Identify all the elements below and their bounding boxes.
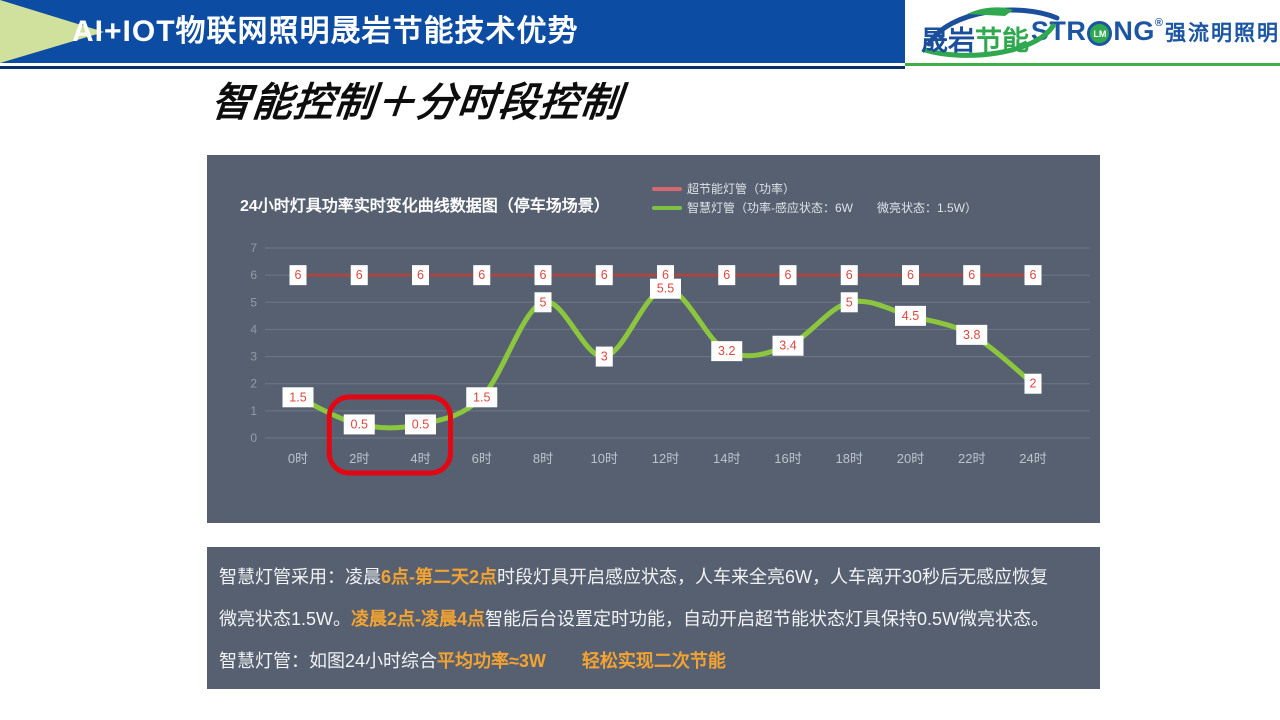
green-line-swatch-icon	[652, 205, 682, 210]
orbit-swoosh-icon	[922, 6, 1060, 58]
svg-text:4: 4	[250, 322, 257, 336]
svg-text:6: 6	[907, 268, 914, 282]
svg-text:6: 6	[601, 268, 608, 282]
svg-text:2时: 2时	[349, 451, 369, 466]
svg-text:2: 2	[250, 377, 257, 391]
chart-panel: 24小时灯具功率实时变化曲线数据图（停车场场景） 超节能灯管（功率） 智慧灯管（…	[207, 155, 1100, 523]
info-line: 智慧灯管：如图24小时综合平均功率≈3W 轻松实现二次节能	[219, 651, 726, 671]
svg-text:6: 6	[662, 268, 669, 282]
svg-text:6时: 6时	[472, 451, 492, 466]
svg-text:6: 6	[356, 268, 363, 282]
svg-text:1: 1	[250, 404, 257, 418]
svg-text:5: 5	[250, 295, 257, 309]
svg-text:0.5: 0.5	[351, 417, 368, 431]
svg-text:5.5: 5.5	[657, 282, 674, 296]
svg-text:7: 7	[250, 241, 257, 255]
header-title: AI+IOT物联网照明晟岩节能技术优势	[72, 15, 579, 48]
svg-text:22时: 22时	[958, 451, 985, 466]
svg-text:20时: 20时	[897, 451, 924, 466]
svg-text:6: 6	[295, 268, 302, 282]
legend-label: 超节能灯管（功率）	[687, 182, 796, 196]
lm-circle-icon: LM	[1087, 21, 1113, 46]
svg-text:14时: 14时	[713, 451, 740, 466]
svg-text:0: 0	[250, 431, 257, 445]
logo-text-blue: 晟岩	[921, 25, 975, 56]
red-line-swatch-icon	[652, 186, 682, 191]
svg-text:24时: 24时	[1019, 451, 1046, 466]
svg-text:1.5: 1.5	[289, 390, 306, 404]
svg-text:0.5: 0.5	[412, 417, 429, 431]
logo-box: 晟岩节能 STR LM NG ® 强流明照明	[905, 0, 1280, 66]
header-underline	[0, 66, 905, 69]
info-line: 智慧灯管采用：凌晨6点-第二天2点时段灯具开启感应状态，人车来全亮6W，人车离开…	[219, 567, 1049, 587]
page-title: 智能控制＋分时段控制	[209, 81, 624, 125]
svg-text:6: 6	[785, 268, 792, 282]
svg-text:4时: 4时	[410, 451, 430, 466]
legend-label: 智慧灯管（功率-感应状态：6W 微亮状态：1.5W）	[687, 201, 978, 215]
svg-text:5: 5	[540, 295, 547, 309]
header-bar: AI+IOT物联网照明晟岩节能技术优势	[0, 0, 905, 63]
svg-text:2: 2	[1030, 377, 1037, 391]
logo-text-green: 节能	[975, 25, 1029, 56]
info-line: 微亮状态1.5W。凌晨2点-凌晨4点智能后台设置定时功能，自动开启超节能状态灯具…	[219, 609, 1050, 629]
info-panel: 智慧灯管采用：凌晨6点-第二天2点时段灯具开启感应状态，人车来全亮6W，人车离开…	[207, 547, 1100, 689]
svg-text:18时: 18时	[836, 451, 863, 466]
svg-text:3: 3	[250, 350, 257, 364]
svg-text:10时: 10时	[591, 451, 618, 466]
svg-text:0时: 0时	[288, 451, 308, 466]
power-line-chart: 0 1 2 3 4 5 6 7 0时 2时 4时 6时 8时 10时 12时 14时 16时 18时 20时 22时 2…	[250, 241, 1090, 476]
svg-text:4.5: 4.5	[902, 309, 919, 323]
svg-text:5: 5	[846, 295, 853, 309]
svg-text:6: 6	[846, 268, 853, 282]
strong-text-post: NG	[1113, 16, 1155, 46]
svg-text:3: 3	[601, 350, 608, 364]
svg-text:3.4: 3.4	[779, 339, 796, 353]
chart-legend: 超节能灯管（功率） 智慧灯管（功率-感应状态：6W 微亮状态：1.5W）	[652, 179, 977, 217]
chart-title: 24小时灯具功率实时变化曲线数据图（停车场场景）	[240, 198, 610, 215]
registered-mark: ®	[1154, 16, 1163, 29]
svg-text:6: 6	[417, 268, 424, 282]
arrow-icon	[0, 0, 104, 63]
shengyan-logo-text: 晟岩节能	[921, 19, 1029, 58]
svg-text:12时: 12时	[652, 451, 679, 466]
strong-logo: STR LM NG ® 强流明照明	[1031, 16, 1280, 47]
legend-item-smart-lamp: 智慧灯管（功率-感应状态：6W 微亮状态：1.5W）	[652, 198, 977, 217]
svg-text:8时: 8时	[533, 451, 553, 466]
svg-text:16时: 16时	[774, 451, 801, 466]
svg-text:1.5: 1.5	[473, 390, 490, 404]
svg-text:6: 6	[250, 268, 257, 282]
svg-text:6: 6	[478, 268, 485, 282]
strong-text-cn: 强流明照明	[1165, 21, 1280, 45]
svg-text:3.2: 3.2	[718, 344, 735, 358]
legend-item-ultra-saving: 超节能灯管（功率）	[652, 179, 977, 198]
strong-text-pre: STR	[1030, 16, 1087, 46]
svg-text:6: 6	[1030, 268, 1037, 282]
shengyan-logo: 晟岩节能	[915, 6, 1060, 58]
svg-text:6: 6	[723, 268, 730, 282]
svg-text:3.8: 3.8	[963, 328, 980, 342]
svg-text:6: 6	[540, 268, 547, 282]
svg-text:6: 6	[968, 268, 975, 282]
